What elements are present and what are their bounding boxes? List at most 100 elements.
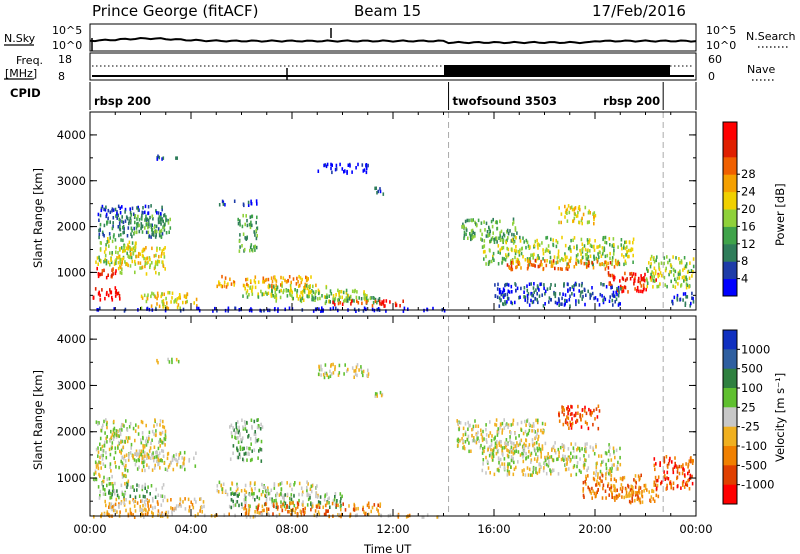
range-cell [595,445,597,449]
range-cell [261,448,263,452]
range-cell [549,255,552,260]
range-cell [663,459,666,463]
range-cell [519,442,521,446]
range-cell [154,235,157,239]
range-cell [593,244,595,249]
range-cell [543,466,545,470]
range-cell [155,224,158,229]
range-cell [584,288,586,292]
range-cell [238,492,240,496]
range-cell [476,437,478,441]
range-cell [682,463,684,467]
range-cell [666,284,668,289]
range-cell [564,462,567,467]
range-cell [276,285,279,289]
range-cell [301,492,304,497]
range-cell [583,261,586,266]
range-cell [617,467,619,471]
range-cell [162,219,164,224]
range-cell [347,367,349,372]
range-cell [607,271,610,275]
range-cell [136,501,139,505]
range-cell [367,163,369,168]
range-cell [153,445,156,449]
range-cell [503,257,505,261]
freq-label: Freq. [16,54,43,67]
x-tick-label: 12:00 [376,522,409,536]
range-cell [297,502,300,507]
range-cell [112,208,115,212]
range-cell [689,304,691,308]
range-cell [676,476,678,481]
range-cell [538,256,540,260]
range-cell [553,255,556,259]
range-cell [182,300,184,305]
range-cell [275,493,278,498]
range-cell [497,282,499,287]
range-cell [518,260,520,265]
range-cell [526,419,528,423]
range-cell [135,459,138,463]
range-cell [664,477,667,481]
range-cell [515,436,517,440]
range-cell [152,512,154,516]
range-cell [307,482,309,486]
range-cell [581,408,584,412]
range-cell [474,439,476,444]
range-cell [660,261,663,265]
range-cell [246,223,249,228]
range-cell [671,460,673,464]
range-cell [678,257,680,261]
range-cell [256,215,258,220]
range-cell [624,246,627,251]
range-cell [230,431,233,435]
range-cell [538,446,541,451]
range-cell [688,459,691,463]
range-cell [676,276,679,281]
range-cell [624,259,627,263]
range-cell [596,461,598,465]
range-cell [126,262,129,266]
range-cell [610,473,613,478]
colorbar-swatch [723,278,737,297]
range-cell [243,498,246,502]
range-cell [138,449,141,453]
range-cell [583,463,586,467]
range-cell [155,429,157,433]
range-cell [129,421,132,426]
range-cell [688,469,690,473]
range-cell [504,441,507,446]
range-cell [524,258,527,262]
range-cell [593,211,596,215]
range-cell [376,507,378,511]
range-cell [534,430,536,434]
range-cell [567,455,570,459]
range-cell [332,294,335,298]
range-cell [508,290,511,294]
range-cell [141,296,144,300]
range-cell [130,255,133,260]
range-cell [558,413,560,418]
range-cell [335,167,338,171]
range-cell [290,501,293,505]
range-cell [680,464,683,469]
range-cell [512,456,514,461]
range-cell [99,247,102,251]
range-cell [109,220,111,224]
range-cell [610,485,613,490]
range-cell [267,285,270,289]
range-cell [596,260,599,264]
range-cell [148,437,150,441]
range-cell [280,500,282,504]
range-cell [614,258,617,263]
range-cell [241,436,244,440]
range-cell [471,433,473,438]
range-cell [525,443,527,448]
range-cell [564,463,566,467]
range-cell [101,425,103,430]
range-cell [290,280,292,285]
range-cell [143,460,145,464]
range-cell [616,488,618,492]
range-cell [589,409,592,413]
